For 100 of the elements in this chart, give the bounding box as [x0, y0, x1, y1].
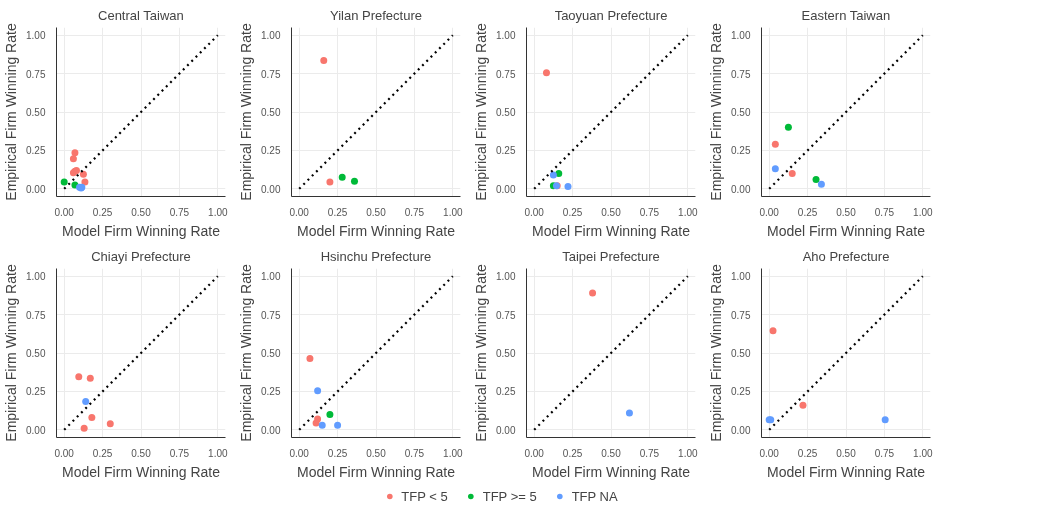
y-axis-title: Empirical Firm Winning Rate	[708, 23, 725, 201]
y-tick-label: 0.75	[496, 68, 516, 80]
y-tick-label: 0.75	[496, 309, 516, 321]
y-tick-label: 0.25	[496, 145, 516, 157]
y-tick-label: 0.00	[731, 183, 751, 195]
chart-title: Aho Prefecture	[802, 248, 890, 264]
chart-title: Hsinchu Prefecture	[320, 248, 432, 264]
y-tick-label: 0.25	[731, 145, 751, 157]
y-tick-label: 0.75	[731, 68, 751, 80]
y-tick-label: 0.50	[496, 348, 516, 359]
chart-title: Central Taiwan	[98, 7, 184, 23]
x-tick-label: 0.75	[639, 447, 660, 459]
x-axis-title: Model Firm Winning Rate	[62, 463, 221, 480]
y-tick-label: 1.00	[496, 30, 516, 42]
x-tick-label: 0.50	[836, 206, 857, 218]
x-tick-label: 0.75	[169, 206, 190, 218]
x-tick-label: 0.00	[54, 447, 75, 459]
y-tick-label: 1.00	[261, 30, 281, 42]
x-axis-title: Model Firm Winning Rate	[532, 463, 691, 480]
x-tick-label: 0.00	[289, 447, 310, 459]
x-tick-label: 0.00	[54, 206, 75, 218]
x-tick-label: 0.50	[366, 447, 387, 459]
text: TFP < 5	[401, 488, 448, 504]
y-axis-title: Empirical Firm Winning Rate	[708, 264, 725, 442]
x-tick-label: 0.50	[836, 447, 857, 459]
y-tick-label: 0.00	[496, 183, 516, 195]
y-tick-label: 1.00	[731, 271, 751, 283]
text: TFP NA	[571, 488, 618, 504]
y-tick-label: 1.00	[26, 30, 46, 42]
x-tick-label: 0.00	[289, 206, 310, 218]
y-tick-label: 0.50	[26, 107, 46, 118]
chart-title: Eastern Taiwan	[801, 7, 891, 23]
y-tick-label: 0.75	[26, 68, 46, 80]
x-tick-label: 1.00	[678, 206, 698, 218]
y-axis-title: Empirical Firm Winning Rate	[3, 264, 20, 442]
chart-title: Taoyuan Prefecture	[554, 7, 668, 23]
y-tick-label: 0.25	[26, 386, 46, 398]
y-tick-label: 1.00	[26, 271, 46, 283]
x-tick-label: 0.25	[797, 447, 818, 459]
y-axis-title: Empirical Firm Winning Rate	[473, 264, 490, 442]
x-tick-label: 0.00	[524, 206, 545, 218]
x-axis-title: Model Firm Winning Rate	[767, 463, 926, 480]
x-tick-label: 0.50	[131, 206, 152, 218]
y-tick-label: 0.25	[26, 145, 46, 157]
chart-title: Chiayi Prefecture	[91, 248, 191, 264]
y-tick-label: 0.00	[261, 183, 281, 195]
y-tick-label: 0.25	[731, 386, 751, 398]
y-tick-label: 0.75	[261, 68, 281, 80]
y-tick-label: 0.75	[26, 309, 46, 321]
x-tick-label: 0.50	[131, 447, 152, 459]
x-tick-label: 0.00	[759, 206, 780, 218]
x-tick-label: 0.75	[874, 447, 895, 459]
y-tick-label: 0.25	[261, 386, 281, 398]
y-tick-label: 0.00	[731, 424, 751, 436]
y-tick-label: 0.50	[261, 107, 281, 118]
x-tick-label: 1.00	[208, 447, 228, 459]
x-tick-label: 0.00	[524, 447, 545, 459]
x-tick-label: 0.50	[601, 206, 622, 218]
y-tick-label: 0.00	[261, 424, 281, 436]
x-tick-label: 0.50	[366, 206, 387, 218]
x-tick-label: 0.75	[404, 447, 425, 459]
x-tick-label: 0.25	[92, 206, 113, 218]
y-tick-label: 1.00	[731, 30, 751, 42]
x-tick-label: 1.00	[913, 447, 933, 459]
x-axis-title: Model Firm Winning Rate	[297, 222, 456, 239]
y-tick-label: 0.50	[731, 348, 751, 359]
x-tick-label: 1.00	[913, 206, 933, 218]
y-tick-label: 0.50	[496, 107, 516, 118]
y-tick-label: 1.00	[261, 271, 281, 283]
y-tick-label: 0.50	[26, 348, 46, 359]
y-tick-label: 0.75	[731, 309, 751, 321]
x-axis-title: Model Firm Winning Rate	[62, 222, 221, 239]
y-axis-title: Empirical Firm Winning Rate	[238, 23, 255, 201]
x-tick-label: 0.75	[639, 206, 660, 218]
y-tick-label: 1.00	[496, 271, 516, 283]
y-axis-title: Empirical Firm Winning Rate	[473, 23, 490, 201]
x-tick-label: 0.25	[562, 447, 583, 459]
x-tick-label: 0.75	[169, 447, 190, 459]
x-tick-label: 1.00	[443, 447, 463, 459]
x-axis-title: Model Firm Winning Rate	[297, 463, 456, 480]
x-tick-label: 0.75	[874, 206, 895, 218]
x-tick-label: 0.00	[759, 447, 780, 459]
x-tick-label: 0.25	[327, 447, 348, 459]
x-tick-label: 0.25	[92, 447, 113, 459]
y-tick-label: 0.00	[26, 183, 46, 195]
y-tick-label: 0.25	[496, 386, 516, 398]
y-tick-label: 0.50	[261, 348, 281, 359]
x-tick-label: 0.25	[327, 206, 348, 218]
x-axis-title: Model Firm Winning Rate	[532, 222, 691, 239]
y-tick-label: 0.00	[496, 424, 516, 436]
x-tick-label: 0.25	[797, 206, 818, 218]
x-tick-label: 1.00	[208, 206, 228, 218]
x-tick-label: 0.25	[562, 206, 583, 218]
text: TFP >= 5	[482, 488, 537, 504]
y-tick-label: 0.00	[26, 424, 46, 436]
x-axis-title: Model Firm Winning Rate	[767, 222, 926, 239]
y-axis-title: Empirical Firm Winning Rate	[3, 23, 20, 201]
y-tick-label: 0.50	[731, 107, 751, 118]
x-tick-label: 0.75	[404, 206, 425, 218]
chart-title: Yilan Prefecture	[330, 7, 423, 23]
